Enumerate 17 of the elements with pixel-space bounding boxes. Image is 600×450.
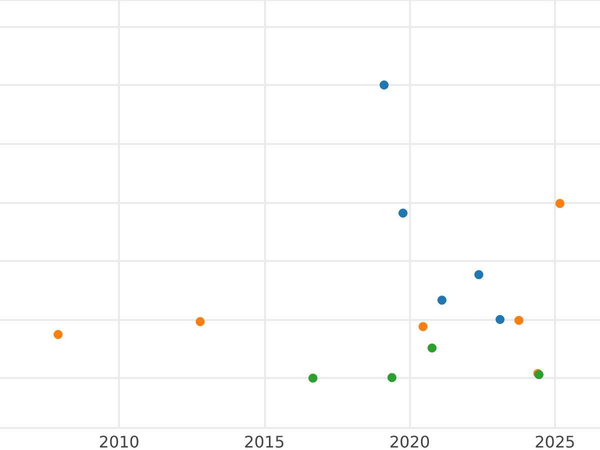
point bbox=[496, 315, 505, 324]
point bbox=[418, 322, 428, 332]
point bbox=[398, 208, 408, 218]
x-tick-label: 2025 bbox=[534, 432, 576, 450]
point bbox=[437, 296, 446, 305]
point bbox=[308, 374, 318, 383]
point bbox=[196, 317, 205, 326]
x-tick-label: 2015 bbox=[244, 432, 285, 450]
point bbox=[555, 198, 564, 208]
point bbox=[474, 270, 484, 280]
x-tick-label: 2020 bbox=[389, 432, 430, 450]
point bbox=[428, 343, 437, 352]
x-tick-label: 2010 bbox=[98, 432, 140, 450]
point bbox=[387, 373, 396, 382]
point bbox=[54, 330, 63, 339]
point bbox=[514, 316, 524, 325]
point bbox=[380, 80, 389, 90]
